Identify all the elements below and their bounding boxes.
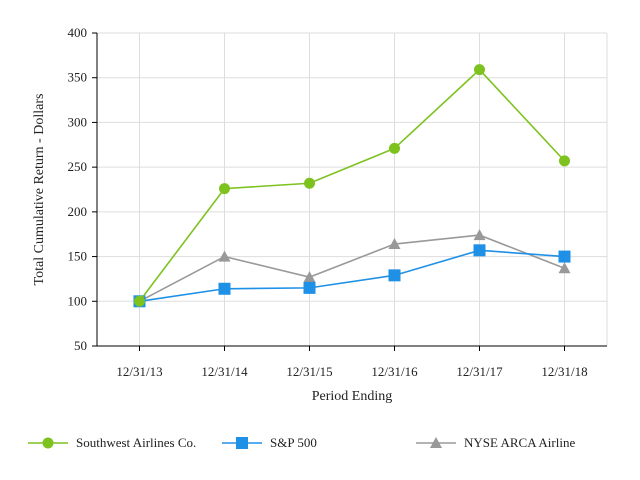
series-line [139,234,565,302]
data-point [218,282,231,295]
data-point [559,155,570,167]
y-tick-label: 150 [68,249,88,264]
data-point [219,183,230,195]
y-tick-label: 400 [68,25,88,40]
legend-label: S&P 500 [270,435,317,450]
legend-item: NYSE ARCA Airline [416,435,575,450]
data-point [218,250,231,262]
legend-marker [430,437,442,448]
y-axis-title: Total Cumulative Return - Dollars [32,94,47,286]
series-southwest-airlines-co [134,64,570,307]
gridlines [97,32,608,346]
y-axis-ticks: 50 100 150 200 250 300 350 400 [68,25,97,353]
series-layer [133,64,571,308]
y-tick-label: 50 [74,338,87,353]
x-axis-title: Period Ending [312,389,393,404]
data-point [558,262,571,274]
y-tick-label: 200 [68,204,88,219]
x-tick-label: 12/31/13 [116,364,162,379]
data-point [473,229,486,241]
data-point [558,250,571,263]
y-tick-label: 350 [68,70,88,85]
series-nyse-arca-airline [133,229,571,307]
data-point [388,269,401,282]
x-tick-label: 12/31/17 [456,364,503,379]
data-point [388,238,401,250]
data-point [473,244,486,257]
legend-marker [42,437,54,449]
data-point [474,64,485,76]
x-tick-label: 12/31/16 [371,364,418,379]
data-point [134,295,145,307]
series-line [138,68,566,302]
legend-item: S&P 500 [222,435,317,450]
data-point [304,177,315,189]
legend-label: Southwest Airlines Co. [76,435,196,450]
x-tick-label: 12/31/15 [286,364,332,379]
series-line [139,249,565,303]
y-tick-label: 300 [68,114,88,129]
y-tick-label: 250 [68,159,88,174]
series-s-p-500 [133,244,571,308]
legend-label: NYSE ARCA Airline [464,435,575,450]
x-axis-ticks: 12/31/13 12/31/14 12/31/15 12/31/16 12/31/17… [116,346,588,379]
data-point [303,281,316,294]
x-tick-label: 12/31/14 [201,364,248,379]
data-point [389,142,400,154]
data-point [303,271,316,283]
legend-marker [236,437,248,449]
y-tick-label: 100 [68,293,88,308]
x-tick-label: 12/31/18 [541,364,587,379]
legend-item: Southwest Airlines Co. [28,435,196,450]
legend: Southwest Airlines Co. S&P 500 NYSE ARCA A… [28,435,575,450]
